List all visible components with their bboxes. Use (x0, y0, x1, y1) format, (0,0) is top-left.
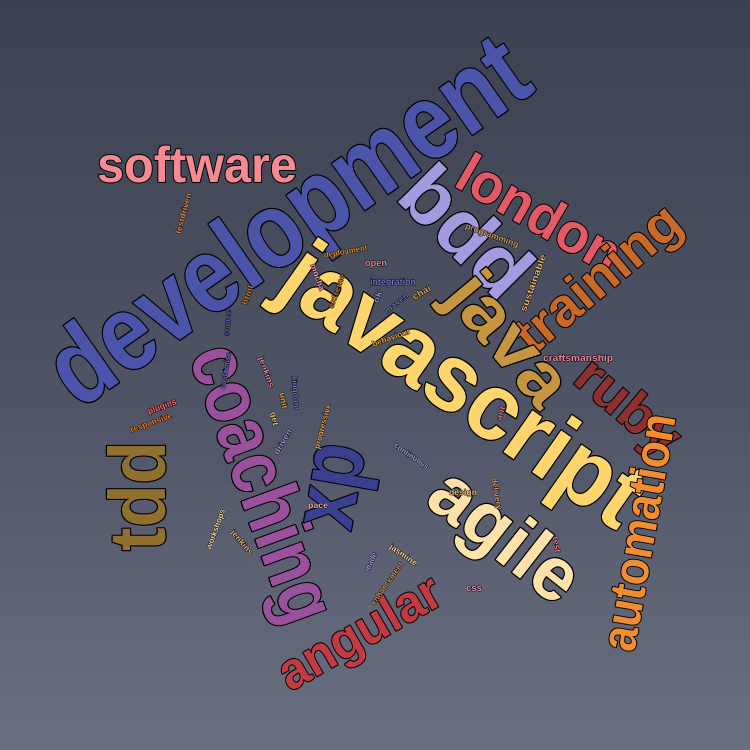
word-pace: pace (308, 501, 329, 510)
word-workshops: workshops (204, 507, 227, 551)
word-test: test (551, 536, 563, 554)
word-css: css (466, 583, 482, 593)
word-integration: integration (370, 277, 416, 287)
word-craftsmanship: craftsmanship (543, 353, 614, 363)
word-xp: xp (272, 434, 385, 535)
word-jasmine: jasmine (387, 541, 420, 568)
word-continuous: continuous (392, 441, 430, 472)
word-open: open (365, 258, 387, 268)
word-kingdom: kingdom (290, 375, 302, 410)
word-design: design (449, 488, 477, 497)
word-made: made (362, 551, 379, 573)
word-software: software (97, 137, 297, 193)
word-source: source (222, 309, 233, 336)
word-unit: unit (278, 392, 290, 410)
word-get: get (269, 411, 280, 427)
word-tdd: tdd (93, 441, 182, 551)
